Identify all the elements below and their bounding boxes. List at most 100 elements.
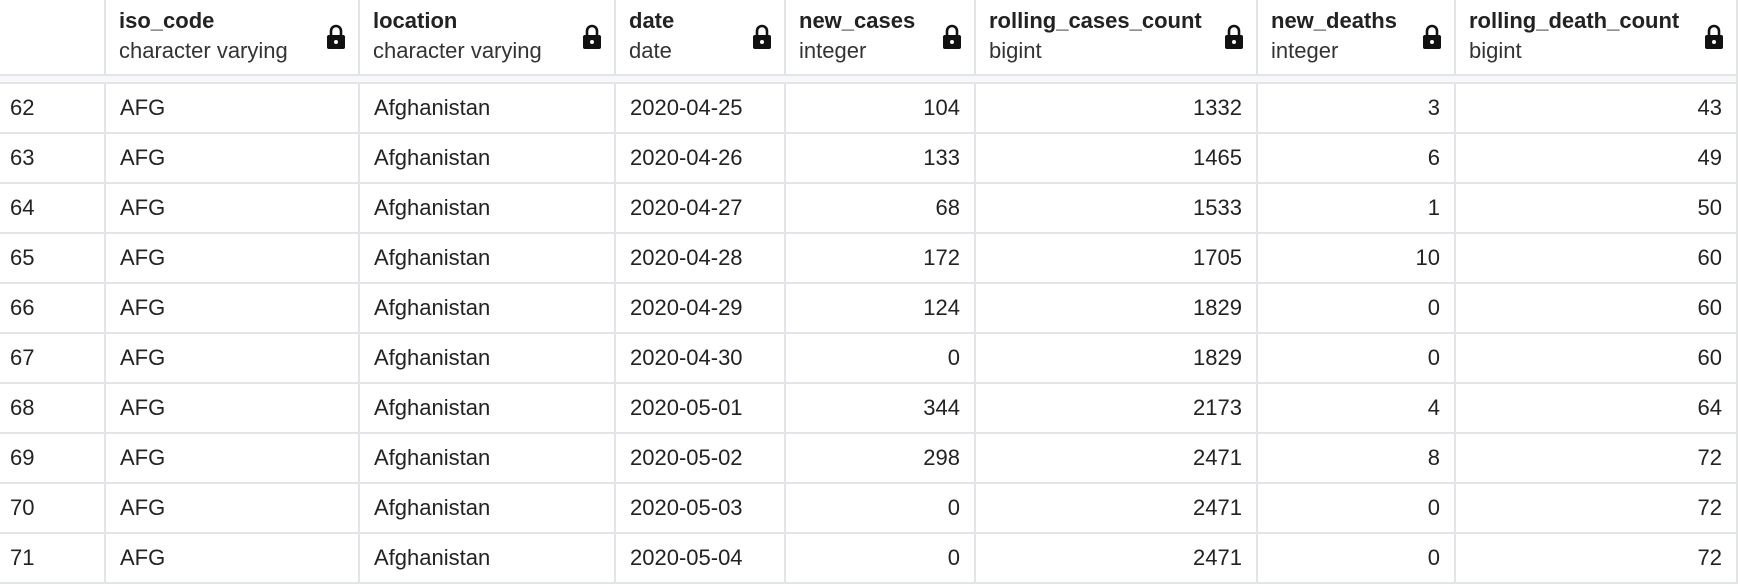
table-cell[interactable]: 72 (1456, 434, 1738, 484)
column-name: date (629, 8, 675, 33)
row-number: 64 (0, 184, 106, 234)
table-cell[interactable]: Afghanistan (360, 384, 616, 434)
table-cell[interactable]: 2020-04-27 (616, 184, 786, 234)
table-cell[interactable]: 1332 (976, 84, 1258, 134)
table-cell[interactable]: 2020-04-28 (616, 234, 786, 284)
table-cell[interactable]: 2020-05-04 (616, 534, 786, 584)
table-cell[interactable]: 0 (1258, 534, 1456, 584)
table-cell[interactable]: Afghanistan (360, 184, 616, 234)
table-cell[interactable]: 72 (1456, 484, 1738, 534)
lock-icon (327, 24, 345, 49)
table-cell[interactable]: 43 (1456, 84, 1738, 134)
table-cell[interactable]: 2020-05-01 (616, 384, 786, 434)
column-header[interactable]: rolling_cases_count bigint (976, 0, 1258, 76)
table-cell[interactable]: AFG (106, 534, 360, 584)
column-name: iso_code (119, 8, 215, 33)
table-cell[interactable]: 0 (1258, 334, 1456, 384)
table-cell[interactable]: AFG (106, 334, 360, 384)
table-cell[interactable]: Afghanistan (360, 84, 616, 134)
table-cell[interactable]: 2020-04-25 (616, 84, 786, 134)
lock-icon (1705, 24, 1723, 49)
table-cell[interactable]: 1465 (976, 134, 1258, 184)
table-cell[interactable]: 124 (786, 284, 976, 334)
column-type: character varying (373, 38, 542, 63)
table-cell[interactable]: AFG (106, 184, 360, 234)
column-header[interactable]: new_deaths integer (1258, 0, 1456, 76)
table-cell[interactable]: Afghanistan (360, 284, 616, 334)
column-name: new_cases (799, 8, 916, 33)
table-cell[interactable]: Afghanistan (360, 334, 616, 384)
row-number: 67 (0, 334, 106, 384)
lock-icon (943, 24, 961, 49)
table-cell[interactable]: 6 (1258, 134, 1456, 184)
table-cell[interactable]: 1 (1258, 184, 1456, 234)
table-cell[interactable]: 0 (786, 534, 976, 584)
table-cell[interactable]: 4 (1258, 384, 1456, 434)
row-number: 66 (0, 284, 106, 334)
column-type: character varying (119, 38, 288, 63)
table-cell[interactable]: 2471 (976, 434, 1258, 484)
table-cell[interactable]: 2020-04-30 (616, 334, 786, 384)
table-cell[interactable]: Afghanistan (360, 484, 616, 534)
column-header[interactable]: date date (616, 0, 786, 76)
table-cell[interactable]: AFG (106, 384, 360, 434)
table-cell[interactable]: 1829 (976, 284, 1258, 334)
column-type: bigint (989, 38, 1042, 63)
column-header[interactable]: iso_code character varying (106, 0, 360, 76)
table-cell[interactable]: AFG (106, 134, 360, 184)
table-cell[interactable]: 60 (1456, 234, 1738, 284)
table-cell[interactable]: 49 (1456, 134, 1738, 184)
table-cell[interactable]: 8 (1258, 434, 1456, 484)
table-cell[interactable]: 2020-05-02 (616, 434, 786, 484)
table-cell[interactable]: 60 (1456, 284, 1738, 334)
column-type: date (629, 38, 672, 63)
table-cell[interactable]: Afghanistan (360, 134, 616, 184)
table-cell[interactable]: 10 (1258, 234, 1456, 284)
table-cell[interactable]: AFG (106, 484, 360, 534)
row-number: 65 (0, 234, 106, 284)
row-number: 68 (0, 384, 106, 434)
table-cell[interactable]: 0 (1258, 284, 1456, 334)
column-header[interactable]: new_cases integer (786, 0, 976, 76)
table-cell[interactable]: 104 (786, 84, 976, 134)
table-cell[interactable]: 0 (1258, 484, 1456, 534)
column-type: bigint (1469, 38, 1522, 63)
table-cell[interactable]: 298 (786, 434, 976, 484)
table-cell[interactable]: 1533 (976, 184, 1258, 234)
table-cell[interactable]: AFG (106, 434, 360, 484)
table-cell[interactable]: Afghanistan (360, 534, 616, 584)
row-number: 63 (0, 134, 106, 184)
row-number: 62 (0, 84, 106, 134)
table-cell[interactable]: 172 (786, 234, 976, 284)
table-cell[interactable]: 64 (1456, 384, 1738, 434)
table-cell[interactable]: 72 (1456, 534, 1738, 584)
table-cell[interactable]: 2020-04-29 (616, 284, 786, 334)
table-cell[interactable]: 133 (786, 134, 976, 184)
table-cell[interactable]: 1829 (976, 334, 1258, 384)
table-cell[interactable]: 0 (786, 334, 976, 384)
table-cell[interactable]: 344 (786, 384, 976, 434)
table-cell[interactable]: 2173 (976, 384, 1258, 434)
column-name: rolling_death_count (1469, 8, 1680, 33)
corner-header (0, 0, 106, 76)
table-cell[interactable]: 2020-04-26 (616, 134, 786, 184)
table-cell[interactable]: 2471 (976, 534, 1258, 584)
table-cell[interactable]: 2471 (976, 484, 1258, 534)
table-cell[interactable]: 60 (1456, 334, 1738, 384)
table-cell[interactable]: 3 (1258, 84, 1456, 134)
table-cell[interactable]: AFG (106, 234, 360, 284)
table-cell[interactable]: Afghanistan (360, 234, 616, 284)
table-cell[interactable]: AFG (106, 84, 360, 134)
table-cell[interactable]: 50 (1456, 184, 1738, 234)
table-cell[interactable]: 0 (786, 484, 976, 534)
lock-icon (1423, 24, 1441, 49)
table-cell[interactable]: 68 (786, 184, 976, 234)
table-cell[interactable]: 1705 (976, 234, 1258, 284)
lock-icon (1225, 24, 1243, 49)
table-cell[interactable]: AFG (106, 284, 360, 334)
table-cell[interactable]: 2020-05-03 (616, 484, 786, 534)
table-cell[interactable]: Afghanistan (360, 434, 616, 484)
column-header[interactable]: location character varying (360, 0, 616, 76)
